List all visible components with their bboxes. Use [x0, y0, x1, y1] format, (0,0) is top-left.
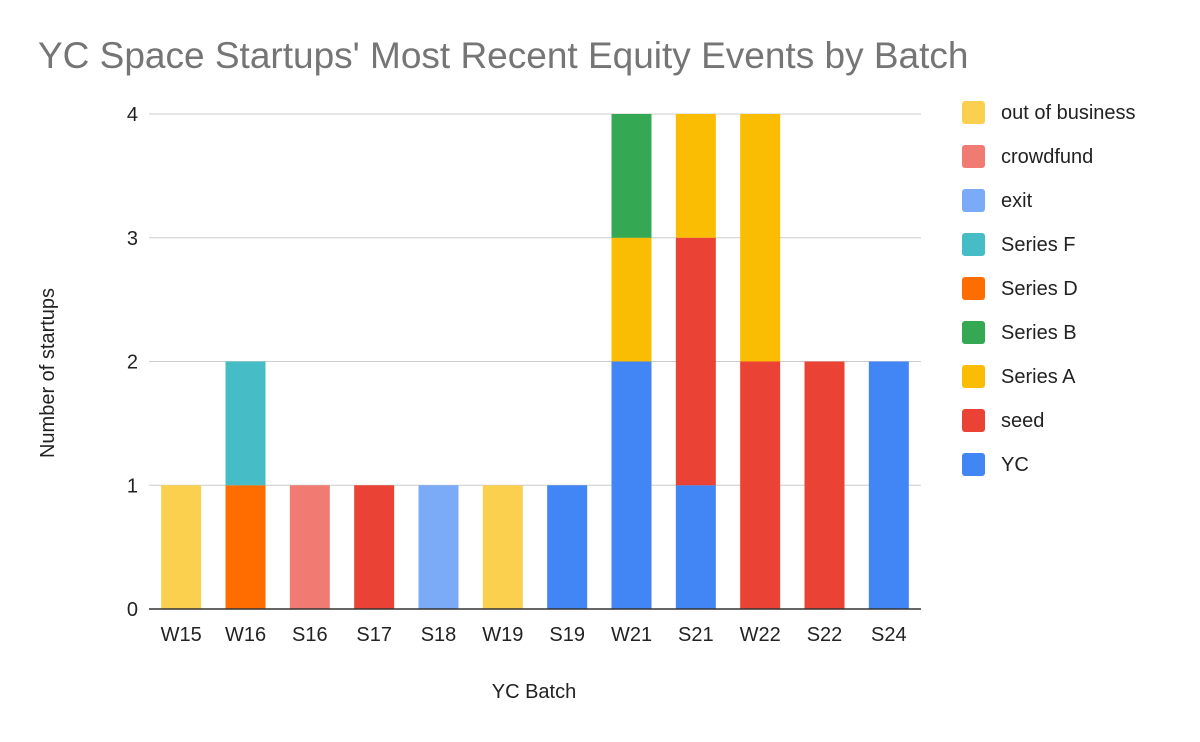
bar-segment [547, 485, 588, 609]
x-tick-label: S22 [807, 624, 843, 646]
legend-swatch [962, 189, 985, 212]
y-tick-label: 3 [127, 228, 138, 250]
legend-swatch [962, 277, 985, 300]
x-tick-label: W21 [611, 624, 652, 646]
x-tick-label: W19 [482, 624, 523, 646]
legend-label: crowdfund [1001, 146, 1093, 168]
legend: out of business crowdfund exit Series F Seri… [962, 101, 1136, 476]
bar-segment [161, 485, 202, 609]
x-tick-label: S21 [678, 624, 714, 646]
bars [161, 114, 909, 609]
x-tick-label: S16 [292, 624, 328, 646]
x-tick-label: S18 [421, 624, 457, 646]
x-tick-label: S24 [871, 624, 907, 646]
bar-segment [289, 485, 330, 609]
legend-label: out of business [1001, 102, 1136, 124]
bar-segment [225, 361, 266, 486]
bar-segment [611, 237, 652, 362]
legend-item: Series B [962, 321, 1077, 344]
legend-item: out of business [962, 101, 1136, 124]
y-tick-label: 4 [127, 104, 138, 126]
legend-item: Series D [962, 277, 1078, 300]
legend-item: seed [962, 409, 1044, 432]
y-tick-label: 2 [127, 352, 138, 374]
bar-segment [868, 361, 909, 609]
legend-item: Series A [962, 365, 1076, 388]
x-tick-label: W15 [161, 624, 202, 646]
legend-item: Series F [962, 233, 1075, 256]
x-axis-label: YC Batch [492, 681, 576, 703]
legend-swatch [962, 101, 985, 124]
bar-segment [611, 114, 652, 238]
bar-segment [675, 485, 716, 609]
legend-label: seed [1001, 410, 1044, 432]
bar-segment [354, 485, 395, 609]
x-tick-label: S17 [356, 624, 392, 646]
legend-swatch [962, 365, 985, 388]
legend-item: YC [962, 453, 1029, 476]
bar-segment [675, 114, 716, 238]
legend-item: exit [962, 189, 1033, 212]
bar-segment [675, 237, 716, 486]
y-axis-label: Number of startups [37, 288, 59, 458]
bar-segment [740, 114, 781, 362]
chart-title: YC Space Startups' Most Recent Equity Ev… [38, 35, 968, 76]
legend-swatch [962, 321, 985, 344]
x-tick-label: S19 [549, 624, 585, 646]
x-tick-label: W22 [740, 624, 781, 646]
legend-label: Series D [1001, 278, 1078, 300]
bar-segment [611, 361, 652, 609]
gridlines [149, 113, 921, 486]
legend-label: exit [1001, 190, 1033, 212]
legend-swatch [962, 145, 985, 168]
bar-segment [740, 361, 781, 609]
legend-swatch [962, 233, 985, 256]
legend-label: YC [1001, 454, 1029, 476]
bar-segment [482, 485, 523, 609]
legend-swatch [962, 409, 985, 432]
bar-segment [225, 485, 266, 609]
y-tick-label: 0 [127, 599, 138, 621]
bar-segment [804, 361, 845, 609]
bar-segment [418, 485, 459, 609]
legend-label: Series F [1001, 234, 1075, 256]
y-tick-label: 1 [127, 475, 138, 497]
legend-label: Series B [1001, 322, 1077, 344]
y-axis-ticks: 0 1 2 3 4 [127, 104, 138, 621]
legend-item: crowdfund [962, 145, 1093, 168]
x-axis-ticks: W15 W16 S16 S17 S18 W19 S19 W21 S21 W22 S22 S24 [161, 624, 907, 646]
legend-label: Series A [1001, 366, 1076, 388]
x-tick-label: W16 [225, 624, 266, 646]
legend-swatch [962, 453, 985, 476]
